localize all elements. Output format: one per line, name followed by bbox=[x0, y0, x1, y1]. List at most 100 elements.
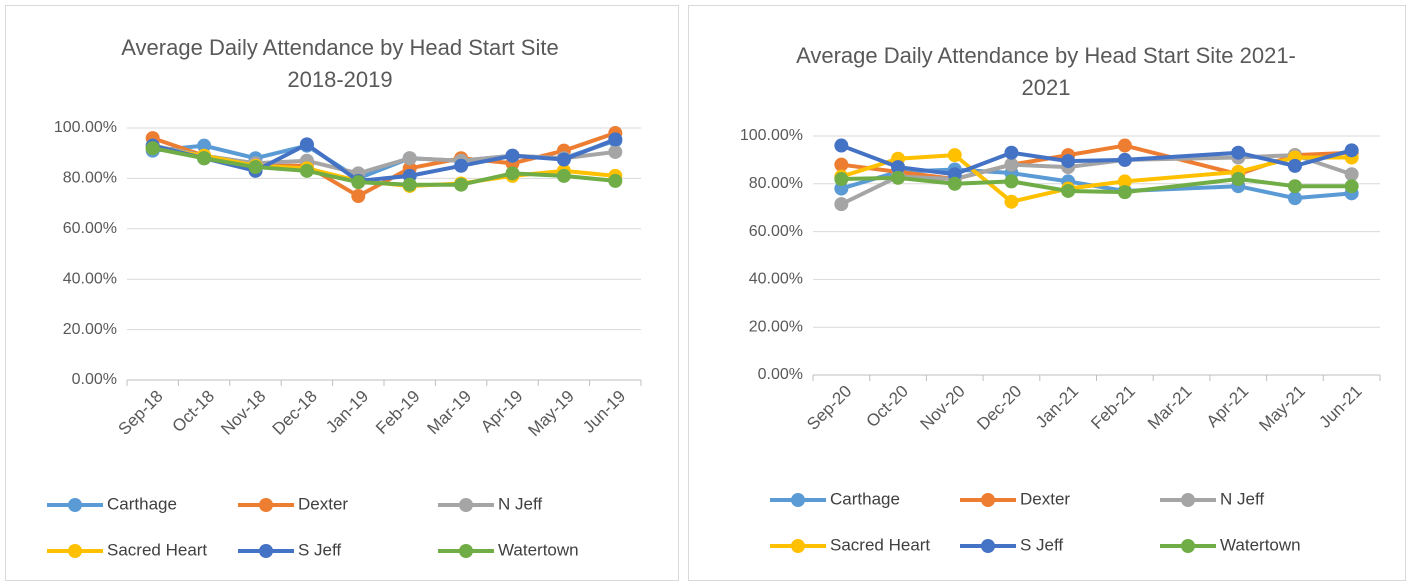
x-tick-label: Jan-21 bbox=[1032, 382, 1082, 432]
data-point bbox=[608, 144, 623, 159]
data-point bbox=[1117, 152, 1132, 167]
data-point bbox=[1004, 194, 1019, 209]
x-tick-label: Oct-18 bbox=[169, 387, 219, 437]
legend-marker bbox=[68, 498, 82, 512]
x-tick-label: Feb-19 bbox=[372, 387, 424, 439]
data-point bbox=[351, 189, 366, 204]
x-tick-label: Mar-19 bbox=[424, 387, 476, 439]
data-point bbox=[1061, 154, 1076, 169]
data-point bbox=[556, 152, 571, 167]
chart-frame bbox=[688, 5, 1406, 581]
data-point bbox=[1004, 174, 1019, 189]
x-tick-label: Dec-18 bbox=[269, 387, 321, 439]
legend-label: N Jeff bbox=[1220, 489, 1264, 508]
y-tick-label: 20.00% bbox=[749, 318, 803, 335]
data-point bbox=[1061, 183, 1076, 198]
data-point bbox=[1004, 145, 1019, 160]
data-point bbox=[1117, 174, 1132, 189]
x-tick-label: Mar-21 bbox=[1144, 382, 1196, 434]
legend-marker bbox=[259, 498, 273, 512]
y-tick-label: 60.00% bbox=[749, 223, 803, 240]
legend-label: Dexter bbox=[1020, 489, 1070, 508]
legend-marker bbox=[459, 498, 473, 512]
y-tick-label: 0.00% bbox=[758, 366, 803, 383]
y-tick-label: 80.00% bbox=[63, 170, 117, 187]
data-point bbox=[1287, 191, 1302, 206]
data-point bbox=[299, 163, 314, 178]
legend-label: S Jeff bbox=[1020, 535, 1063, 554]
x-tick-label: Feb-21 bbox=[1087, 382, 1139, 434]
data-point bbox=[299, 137, 314, 152]
x-tick-label: Apr-19 bbox=[477, 387, 527, 437]
x-tick-label: Apr-21 bbox=[1203, 382, 1253, 432]
data-point bbox=[505, 148, 520, 163]
chart-title: Average Daily Attendance by Head Start S… bbox=[796, 43, 1296, 100]
data-point bbox=[197, 138, 212, 153]
data-point bbox=[351, 175, 366, 190]
y-tick-label: 20.00% bbox=[63, 321, 117, 338]
x-tick-label: Jun-21 bbox=[1315, 382, 1365, 432]
y-tick-label: 60.00% bbox=[63, 220, 117, 237]
data-point bbox=[248, 160, 263, 175]
legend-label: Dexter bbox=[298, 494, 348, 513]
data-point bbox=[454, 158, 469, 173]
y-tick-label: 40.00% bbox=[63, 270, 117, 287]
data-point bbox=[1231, 145, 1246, 160]
x-tick-label: Nov-20 bbox=[917, 382, 969, 434]
data-point bbox=[947, 176, 962, 191]
x-tick-label: Nov-18 bbox=[217, 387, 269, 439]
legend-marker bbox=[791, 493, 805, 507]
data-point bbox=[1344, 143, 1359, 158]
legend-label: S Jeff bbox=[298, 540, 341, 559]
data-point bbox=[1117, 138, 1132, 153]
x-tick-label: May-19 bbox=[524, 387, 578, 441]
legend-marker bbox=[791, 539, 805, 553]
data-point bbox=[608, 173, 623, 188]
data-point bbox=[947, 148, 962, 163]
legend-marker bbox=[1181, 539, 1195, 553]
legend-marker bbox=[1181, 493, 1195, 507]
data-point bbox=[556, 168, 571, 183]
legend-marker bbox=[981, 493, 995, 507]
data-point bbox=[505, 166, 520, 181]
x-tick-label: May-21 bbox=[1255, 382, 1309, 436]
legend-label: Sacred Heart bbox=[107, 540, 207, 559]
x-tick-label: Sep-18 bbox=[114, 387, 166, 439]
x-tick-label: Sep-20 bbox=[803, 382, 855, 434]
data-point bbox=[834, 172, 849, 187]
y-tick-label: 80.00% bbox=[749, 175, 803, 192]
y-tick-label: 100.00% bbox=[54, 119, 117, 136]
legend-marker bbox=[259, 544, 273, 558]
series-line bbox=[152, 146, 616, 187]
legend-label: Carthage bbox=[830, 489, 900, 508]
legend-label: Watertown bbox=[1220, 535, 1301, 554]
data-point bbox=[1287, 179, 1302, 194]
x-tick-label: Jan-19 bbox=[322, 387, 372, 437]
y-tick-label: 100.00% bbox=[740, 127, 803, 144]
data-point bbox=[402, 151, 417, 166]
data-point bbox=[1344, 179, 1359, 194]
x-tick-label: Jun-19 bbox=[579, 387, 629, 437]
x-tick-label: Dec-20 bbox=[973, 382, 1025, 434]
data-point bbox=[891, 170, 906, 185]
data-point bbox=[145, 141, 160, 156]
legend-label: N Jeff bbox=[498, 494, 542, 513]
legend-marker bbox=[981, 539, 995, 553]
chart-title: Average Daily Attendance by Head Start S… bbox=[121, 35, 559, 92]
data-point bbox=[454, 177, 469, 192]
data-point bbox=[834, 138, 849, 153]
data-point bbox=[1231, 172, 1246, 187]
y-tick-label: 40.00% bbox=[749, 271, 803, 288]
data-point bbox=[834, 197, 849, 212]
y-tick-label: 0.00% bbox=[72, 371, 117, 388]
data-point bbox=[834, 157, 849, 172]
data-point bbox=[891, 160, 906, 175]
data-point bbox=[1004, 157, 1019, 172]
legend-label: Carthage bbox=[107, 494, 177, 513]
legend-marker bbox=[68, 544, 82, 558]
data-point bbox=[608, 132, 623, 147]
data-point bbox=[197, 151, 212, 166]
chart-frame bbox=[5, 5, 679, 581]
